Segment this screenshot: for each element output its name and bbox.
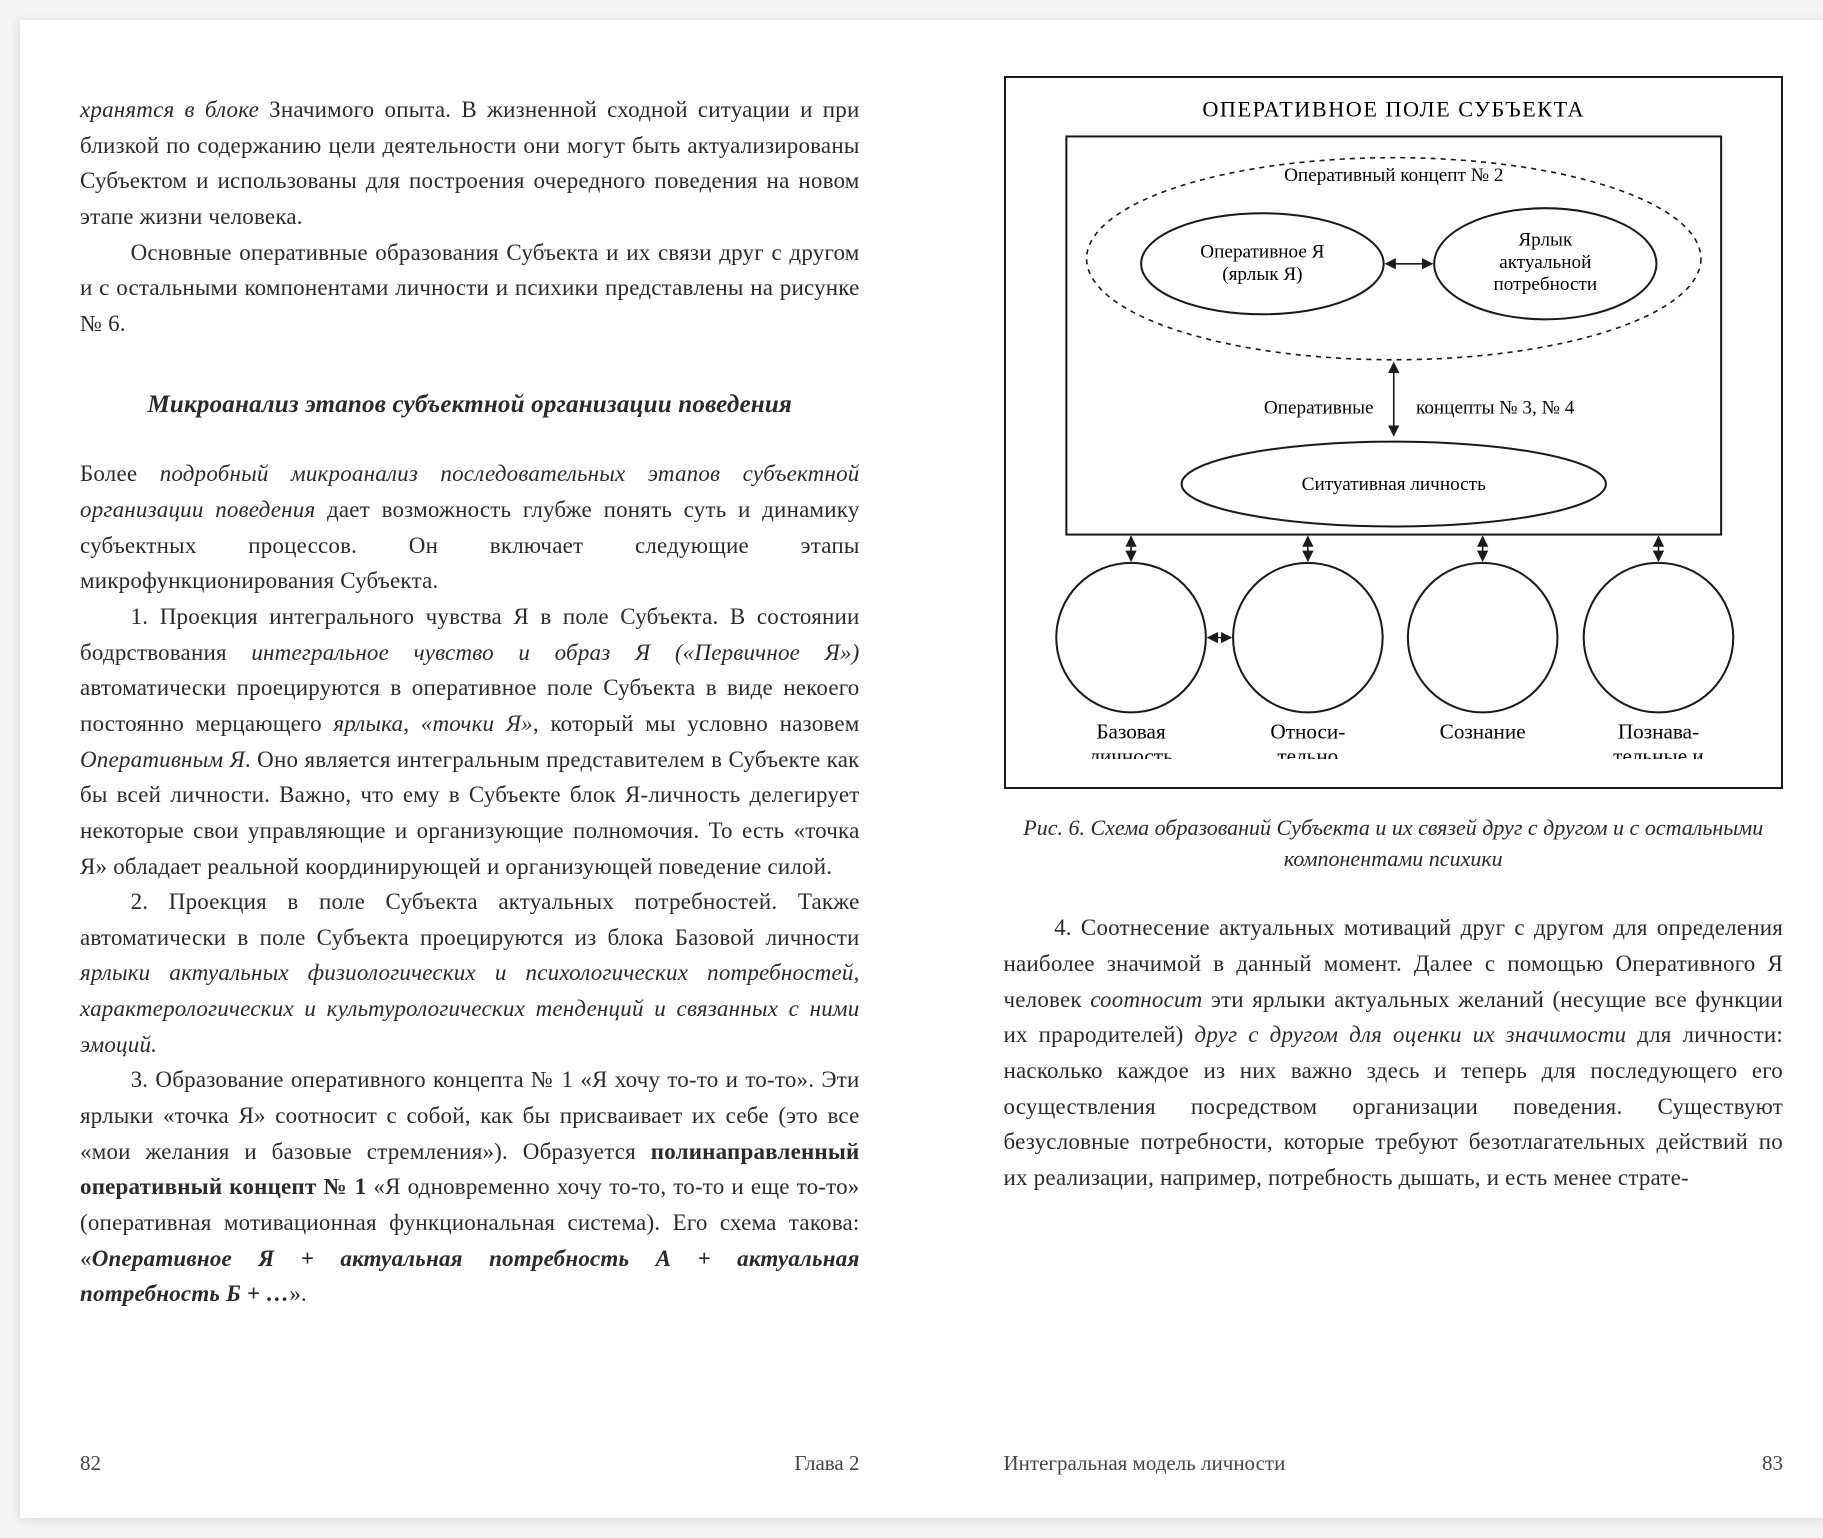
oper-ya-1: Оперативное Я [1200, 242, 1324, 263]
para-2: Основные оперативные образования Субъект… [80, 235, 860, 342]
t: Оперативное Я + актуальная потребность А… [80, 1246, 860, 1307]
page-left: хранятся в блоке Значимого опыта. В жизн… [20, 20, 932, 1518]
t: Более [80, 461, 160, 486]
bl-0: БазоваяличностьПервичныеэмоции [1079, 720, 1181, 759]
oper-ya-2: (ярлык Я) [1222, 264, 1302, 285]
page-right: ОПЕРАТИВНОЕ ПОЛЕ СУБЪЕКТА Оперативный ко… [932, 20, 1823, 1518]
diagram-title: ОПЕРАТИВНОЕ ПОЛЕ СУБЪЕКТА [1202, 96, 1585, 121]
book-spread: хранятся в блоке Значимого опыта. В жизн… [20, 20, 1823, 1518]
page-number-left: 82 [80, 1451, 101, 1476]
footer-right: Интегральная модель личности 83 [1004, 1451, 1784, 1476]
para-1: хранятся в блоке Значимого опыта. В жизн… [80, 92, 860, 235]
bottom-circles [1056, 563, 1733, 713]
chapter-right: Интегральная модель личности [1004, 1451, 1286, 1476]
footer-left: 82 Глава 2 [80, 1451, 860, 1476]
t: интегральное чувство и образ Я («Первичн… [251, 640, 859, 665]
concepts-left: Оперативные [1263, 397, 1373, 418]
concepts-right: концепты № 3, № 4 [1415, 397, 1574, 418]
t: друг с другом для оценки их значимости [1195, 1022, 1627, 1047]
t: Оперативным Я [80, 747, 245, 772]
page-number-right: 83 [1762, 1451, 1783, 1476]
section-title: Микроанализ этапов субъектной организаци… [80, 387, 860, 422]
para-6: 3. Образование оперативного концепта № 1… [80, 1062, 860, 1311]
yarlyk-3: потребности [1493, 274, 1597, 295]
t: 2. Проекция в поле Субъекта актуальных п… [80, 889, 860, 950]
chapter-left: Глава 2 [794, 1451, 859, 1476]
left-body: хранятся в блоке Значимого опыта. В жизн… [80, 92, 860, 1312]
t: соотносит [1090, 987, 1202, 1012]
yarlyk-2: актуальной [1499, 252, 1591, 273]
t: для личности: насколько каждое из них ва… [1004, 1022, 1784, 1190]
bl-2: Сознание [1439, 720, 1525, 744]
situative-label: Ситуативная личность [1301, 474, 1485, 495]
right-body: 4. Соотнесение актуальных мотиваций друг… [1004, 910, 1784, 1195]
t: ярлыки актуальных физиологических и псих… [80, 960, 860, 1056]
bottom-labels: БазоваяличностьПервичныеэмоции Относи-те… [1079, 720, 1703, 759]
t: , который мы условно назовем [533, 711, 860, 736]
t: ». [289, 1281, 307, 1306]
para-4: 1. Проекция интегрального чувства Я в по… [80, 599, 860, 884]
diagram-svg: ОПЕРАТИВНОЕ ПОЛЕ СУБЪЕКТА Оперативный ко… [1030, 92, 1758, 759]
figure-caption: Рис. 6. Схема образований Субъекта и их … [1004, 813, 1784, 875]
bl-1: Относи-тельноустойчиваяличность [1256, 720, 1358, 759]
para-3: Более подробный микроанализ последовател… [80, 456, 860, 599]
yarlyk-1: Ярлык [1518, 230, 1573, 251]
concept2-label: Оперативный концепт № 2 [1284, 165, 1503, 186]
para-5: 2. Проекция в поле Субъекта актуальных п… [80, 884, 860, 1062]
diagram-frame: ОПЕРАТИВНОЕ ПОЛЕ СУБЪЕКТА Оперативный ко… [1004, 76, 1784, 789]
para-r4: 4. Соотнесение актуальных мотиваций друг… [1004, 910, 1784, 1195]
t: ярлыка, «точки Я» [333, 711, 532, 736]
bl-3: Познава-тельные ипсихомо-торныепроцессы [1613, 720, 1704, 759]
concept2-ellipse [1086, 158, 1700, 360]
para1-italic-lead: хранятся в блоке [80, 97, 259, 122]
